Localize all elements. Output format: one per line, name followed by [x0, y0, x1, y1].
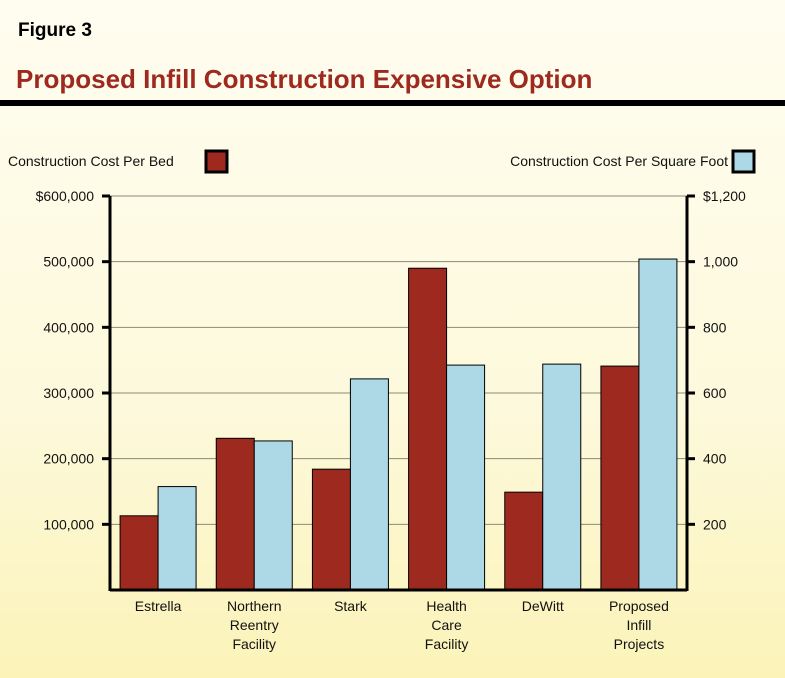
bar-cost-per-bed — [504, 491, 544, 591]
left-tick-label: 400,000 — [43, 319, 94, 335]
left-tick-label: $600,000 — [36, 188, 95, 204]
right-tick-label: 800 — [703, 319, 727, 335]
title-divider — [0, 100, 785, 106]
bar-cost-per-sqft — [446, 364, 486, 591]
category-label: Care — [431, 617, 462, 633]
category-label: Estrella — [135, 598, 182, 614]
bar-cost-per-sqft — [542, 363, 582, 591]
bar-cost-per-bed — [119, 515, 159, 591]
right-tick-label: 400 — [703, 451, 727, 467]
category-label: Facility — [425, 636, 469, 652]
category-label: Northern — [227, 598, 281, 614]
bar-cost-per-bed — [311, 468, 351, 591]
bar-cost-per-bed — [600, 365, 640, 591]
category-label: DeWitt — [522, 598, 564, 614]
legend-swatch-sqft — [731, 149, 756, 174]
left-tick-label: 100,000 — [43, 516, 94, 532]
bar-cost-per-sqft — [157, 486, 197, 591]
category-label: Infill — [626, 617, 651, 633]
chart-title: Proposed Infill Construction Expensive O… — [16, 64, 593, 94]
left-tick-label: 300,000 — [43, 385, 94, 401]
category-label: Reentry — [230, 617, 279, 633]
bar-cost-per-bed — [215, 437, 255, 591]
legend-swatch-bed — [204, 149, 229, 174]
figure-label: Figure 3 — [18, 20, 92, 41]
legend-label-sqft: Construction Cost Per Square Foot — [510, 153, 728, 169]
category-label: Facility — [232, 636, 276, 652]
legend-label-bed: Construction Cost Per Bed — [8, 153, 174, 169]
right-tick-label: 1,000 — [703, 254, 738, 270]
left-tick-label: 200,000 — [43, 451, 94, 467]
category-label: Proposed — [609, 598, 669, 614]
bar-cost-per-bed — [408, 267, 448, 591]
bar-cost-per-sqft — [253, 440, 293, 591]
right-tick-label: 600 — [703, 385, 727, 401]
category-label: Health — [426, 598, 466, 614]
bar-cost-per-sqft — [349, 378, 389, 591]
bar-cost-per-sqft — [638, 258, 678, 591]
right-tick-label: $1,200 — [703, 188, 746, 204]
category-label: Projects — [614, 636, 665, 652]
right-tick-label: 200 — [703, 516, 727, 532]
category-label: Stark — [334, 598, 368, 614]
left-tick-label: 500,000 — [43, 254, 94, 270]
